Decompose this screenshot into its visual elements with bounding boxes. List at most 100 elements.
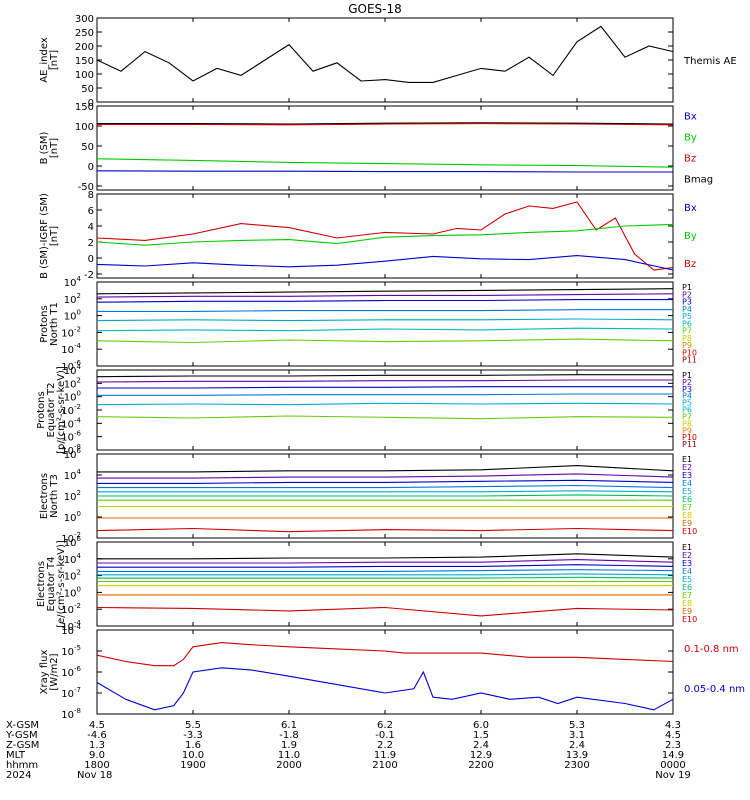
x-row-label: X-GSM bbox=[6, 720, 39, 731]
panel-frame bbox=[96, 105, 674, 191]
x-row-label: hhmm bbox=[6, 760, 38, 771]
x-tick-label: 10.0 bbox=[182, 750, 204, 761]
x-tick-label: -4.6 bbox=[87, 730, 107, 741]
y-axis-label: Protons bbox=[36, 391, 47, 428]
panel-bigrf: 8 6 4 2 0 -2 B (SM)-IGRF (SM) [nT] Bx By Bz bbox=[39, 190, 697, 281]
y-axis-label: [nT] bbox=[49, 138, 60, 158]
y-tick-label: 250 bbox=[75, 28, 94, 39]
series-line-e4 bbox=[97, 484, 674, 489]
x-tick-label: 4.5 bbox=[665, 730, 681, 741]
y-tick-label: 106 bbox=[64, 447, 82, 461]
series-line-p1 bbox=[96, 288, 674, 295]
series-line-e1 bbox=[97, 553, 674, 560]
x-tick-label: 2300 bbox=[564, 760, 589, 771]
y-tick-label: 104 bbox=[64, 275, 82, 289]
y-tick-label: -50 bbox=[78, 182, 94, 193]
x-tick-label: 5.5 bbox=[185, 720, 201, 731]
y-tick-label: 0 bbox=[88, 98, 94, 109]
x-tick-label: 1.6 bbox=[185, 740, 201, 751]
y-tick-label: 104 bbox=[64, 468, 82, 482]
legend-entry: P9 bbox=[682, 341, 692, 350]
y-tick-label: 2 bbox=[88, 238, 94, 249]
legend-entry: P3 bbox=[682, 385, 692, 394]
series-line-p2 bbox=[96, 293, 674, 298]
y-tick-label: 102 bbox=[64, 489, 81, 503]
legend-entry: Bz bbox=[684, 154, 696, 165]
y-axis-label: [p/(cm²-s-sr-keV)] bbox=[56, 366, 67, 454]
series-line-p3 bbox=[97, 386, 673, 389]
x-row-label: 2024 bbox=[6, 770, 31, 781]
series-line-e5 bbox=[97, 490, 674, 493]
x-tick-label: 2.2 bbox=[377, 740, 393, 751]
series-line-themis-ae bbox=[96, 25, 674, 83]
x-tick-label: -0.1 bbox=[375, 730, 395, 741]
legend-entry: Themis AE bbox=[683, 56, 737, 67]
x-row-label: MLT bbox=[6, 750, 26, 761]
x-tick-label: 6.0 bbox=[473, 720, 489, 731]
legend-entry: Bx bbox=[684, 112, 697, 123]
legend-entry: E4 bbox=[682, 567, 692, 576]
x-tick-label: 5.3 bbox=[569, 720, 585, 731]
x-tick-label: 1900 bbox=[180, 760, 205, 771]
legend-entry: E4 bbox=[682, 479, 692, 488]
x-tick-label: -1.8 bbox=[279, 730, 299, 741]
x-tick-label: -3.3 bbox=[183, 730, 203, 741]
x-tick-label: 9.0 bbox=[89, 750, 105, 761]
panel-bsm: 150 100 50 0 -50 B (SM) [nT] Bx By Bz Bmag bbox=[39, 102, 713, 193]
series-line-bz bbox=[97, 123, 674, 126]
legend-entry: By bbox=[684, 231, 697, 242]
x-tick-label: 2000 bbox=[276, 760, 301, 771]
x-tick-label: 12.9 bbox=[470, 750, 492, 761]
y-axis-label: [W/m2] bbox=[49, 653, 60, 690]
y-tick-label: 4 bbox=[88, 222, 94, 233]
x-tick-label: 0000 bbox=[660, 760, 685, 771]
series-line-0-05-0-4-nm bbox=[96, 667, 674, 711]
x-tick-label: 2.3 bbox=[665, 740, 681, 751]
y-tick-label: 150 bbox=[75, 102, 94, 113]
y-tick-label: 8 bbox=[88, 190, 94, 201]
series-line-e10 bbox=[96, 606, 674, 617]
series-line-p6 bbox=[96, 415, 674, 420]
y-tick-label: 10-8 bbox=[61, 707, 81, 721]
panel-frame bbox=[96, 193, 674, 279]
series-line-e5 bbox=[97, 573, 674, 576]
legend-entry: E1 bbox=[682, 455, 692, 464]
y-axis-label: Electrons bbox=[36, 561, 47, 607]
y-tick-label: 102 bbox=[64, 292, 81, 306]
x-tick-label: 2100 bbox=[372, 760, 397, 771]
x-tick-label: Nov 19 bbox=[655, 770, 690, 781]
x-tick-label: 2200 bbox=[468, 760, 493, 771]
legend-entry: Bx bbox=[684, 203, 697, 214]
y-tick-label: 300 bbox=[75, 14, 94, 25]
x-tick-label: 3.1 bbox=[569, 730, 585, 741]
legend-entry: P1 bbox=[682, 283, 692, 292]
series-line-p5 bbox=[96, 318, 674, 322]
y-tick-label: 10-6 bbox=[61, 665, 81, 679]
y-axis-label: [nT] bbox=[49, 50, 60, 70]
legend-entry: E1 bbox=[682, 543, 692, 552]
legend-entry: By bbox=[684, 133, 697, 144]
legend-entry: E6 bbox=[682, 495, 692, 504]
y-tick-label: 100 bbox=[64, 510, 81, 524]
y-tick-label: 50 bbox=[81, 84, 94, 95]
legend-entry: P4 bbox=[682, 305, 692, 314]
legend-entry: P1 bbox=[682, 371, 692, 380]
legend-entry: P2 bbox=[682, 378, 692, 387]
legend-entry: E3 bbox=[682, 559, 692, 568]
time-position-axis: X-GSMY-GSMZ-GSMMLThhmm20244.5-4.61.39.01… bbox=[5, 720, 691, 781]
y-tick-label: 50 bbox=[81, 142, 94, 153]
x-tick-label: 14.9 bbox=[662, 750, 684, 761]
x-tick-label: Nov 18 bbox=[77, 770, 112, 781]
series-line-p1 bbox=[96, 374, 673, 378]
legend-entry: E10 bbox=[682, 527, 697, 536]
y-tick-label: 10-4 bbox=[61, 342, 81, 356]
series-line-e10 bbox=[96, 527, 674, 533]
series-line-e2 bbox=[97, 473, 674, 479]
legend-entry: P7 bbox=[682, 327, 692, 336]
series-line-e3 bbox=[97, 479, 674, 484]
